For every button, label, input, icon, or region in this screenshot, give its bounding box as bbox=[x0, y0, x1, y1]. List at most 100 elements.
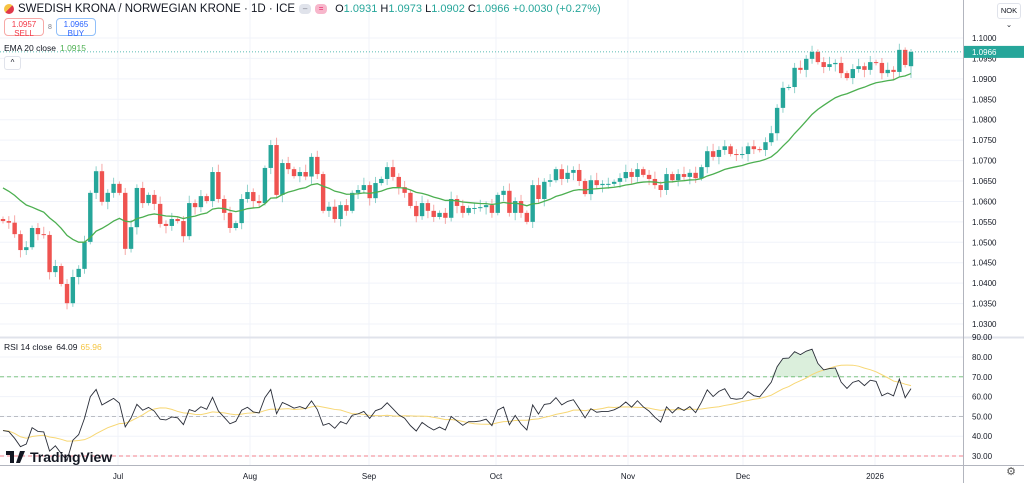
rsi-legend[interactable]: RSI 14 close 64.09 65.96 bbox=[4, 342, 102, 352]
candle-body bbox=[274, 145, 279, 195]
candle-body bbox=[542, 181, 547, 199]
chevron-up-icon[interactable]: ^ bbox=[4, 56, 21, 70]
time-tick-label: Nov bbox=[621, 472, 635, 481]
candle-body bbox=[128, 227, 134, 249]
candle-body bbox=[646, 174, 652, 179]
buy-button[interactable]: 1.0965 BUY bbox=[55, 18, 96, 38]
candle-body bbox=[623, 172, 628, 179]
currency-dropdown[interactable]: NOK ⌄ bbox=[997, 3, 1021, 29]
candle-body bbox=[524, 212, 530, 222]
candle-body bbox=[408, 192, 413, 206]
candle-body bbox=[547, 180, 553, 182]
candle-body bbox=[12, 222, 17, 235]
candle-body bbox=[751, 146, 757, 150]
candle-body bbox=[536, 185, 541, 199]
candle-body bbox=[722, 146, 727, 150]
candle-body bbox=[24, 247, 29, 251]
candle-body bbox=[280, 163, 285, 195]
candle-body bbox=[763, 142, 768, 150]
candle-body bbox=[291, 169, 297, 177]
candle-body bbox=[367, 185, 372, 199]
equals-pill-icon[interactable]: = bbox=[315, 4, 328, 14]
candle-body bbox=[873, 62, 879, 64]
candle-body bbox=[88, 192, 93, 242]
candle-body bbox=[780, 87, 786, 108]
rsi-tick-label: 80.00 bbox=[972, 353, 993, 362]
rsi-tick-label: 30.00 bbox=[972, 452, 993, 461]
candle-body bbox=[286, 163, 291, 170]
candle-body bbox=[320, 174, 326, 211]
candle-body bbox=[41, 234, 46, 236]
candle-body bbox=[419, 203, 425, 217]
candle-body bbox=[198, 196, 204, 208]
candle-body bbox=[245, 192, 250, 199]
candle-body bbox=[513, 201, 518, 213]
candle-body bbox=[478, 207, 483, 209]
candle-body bbox=[594, 180, 599, 186]
candle-body bbox=[483, 205, 489, 208]
candle-body bbox=[268, 145, 273, 168]
ema-legend[interactable]: EMA 20 close 1.0915 bbox=[4, 43, 86, 53]
candle-body bbox=[152, 194, 157, 204]
candle-body bbox=[117, 183, 122, 193]
candle-body bbox=[798, 67, 803, 70]
price-tick-label: 1.0950 bbox=[972, 54, 997, 63]
ohlc-values: O1.0931 H1.0973 L1.0902 C1.0966 +0.0030 … bbox=[335, 3, 601, 15]
candle-body bbox=[216, 172, 221, 199]
candle-body bbox=[338, 205, 343, 220]
candle-body bbox=[804, 58, 809, 70]
candle-body bbox=[53, 265, 58, 273]
candle-body bbox=[251, 192, 256, 202]
candle-body bbox=[384, 167, 390, 179]
candle-body bbox=[70, 277, 76, 304]
candle-body bbox=[891, 69, 896, 72]
candle-body bbox=[792, 67, 797, 88]
price-tick-label: 1.0900 bbox=[972, 75, 997, 84]
candle-body bbox=[670, 174, 675, 181]
candle-body bbox=[181, 221, 186, 237]
candle-body bbox=[373, 183, 378, 199]
last-price-badge bbox=[964, 45, 1024, 58]
candle-body bbox=[454, 198, 460, 206]
candle-body bbox=[606, 183, 611, 185]
candle-body bbox=[303, 172, 308, 177]
candle-body bbox=[740, 154, 745, 156]
candle-body bbox=[897, 49, 902, 72]
price-tick-label: 1.0550 bbox=[972, 218, 997, 227]
candle-body bbox=[425, 203, 431, 211]
time-tick-label: Jul bbox=[113, 472, 123, 481]
trade-buttons: 1.0957 SELL 8 1.0965 BUY bbox=[4, 18, 96, 38]
candle-body bbox=[518, 201, 524, 213]
candle-body bbox=[99, 171, 105, 202]
tradingview-logo[interactable]: TradingView bbox=[6, 449, 112, 465]
sell-button[interactable]: 1.0957 SELL bbox=[4, 18, 44, 38]
candles bbox=[0, 43, 914, 310]
minus-pill-icon[interactable]: – bbox=[299, 4, 312, 14]
candle-body bbox=[705, 151, 710, 168]
price-tick-label: 1.0650 bbox=[972, 177, 997, 186]
candle-body bbox=[699, 167, 704, 179]
price-tick-label: 1.0600 bbox=[972, 197, 997, 206]
candle-body bbox=[350, 192, 355, 211]
settings-icon[interactable]: ⚙ bbox=[1006, 466, 1016, 478]
candle-body bbox=[600, 183, 605, 186]
candle-body bbox=[59, 265, 64, 284]
candle-body bbox=[227, 212, 233, 228]
price-tick-label: 1.0750 bbox=[972, 136, 997, 145]
rsi-tick-label: 40.00 bbox=[972, 432, 993, 441]
candle-body bbox=[64, 283, 70, 304]
candle-body bbox=[902, 49, 908, 65]
symbol-legend[interactable]: SWEDISH KRONA / NORWEGIAN KRONE · 1D · I… bbox=[4, 3, 601, 15]
candle-body bbox=[757, 149, 762, 151]
candle-body bbox=[35, 227, 41, 235]
candle-body bbox=[402, 187, 407, 193]
candle-body bbox=[140, 187, 145, 204]
candle-body bbox=[379, 178, 384, 184]
symbol-title: SWEDISH KRONA / NORWEGIAN KRONE · 1D · I… bbox=[18, 3, 296, 15]
candle-body bbox=[862, 66, 867, 70]
candle-body bbox=[838, 62, 844, 74]
price-tick-label: 1.0400 bbox=[972, 279, 997, 288]
candle-body bbox=[157, 203, 163, 224]
